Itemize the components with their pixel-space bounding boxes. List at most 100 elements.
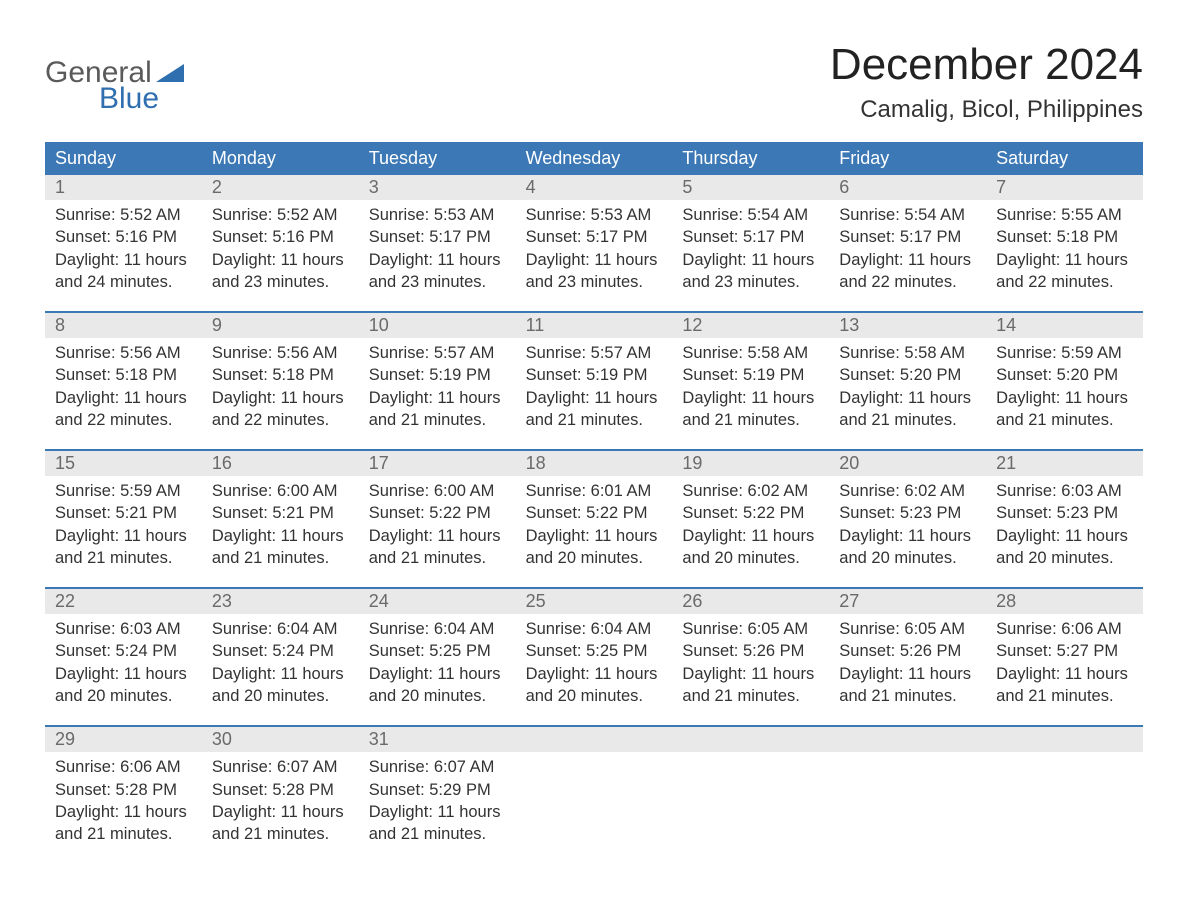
day-number: 19 [672, 451, 829, 476]
sunset-line: Sunset: 5:18 PM [212, 364, 349, 386]
daynum-band: 891011121314 [45, 313, 1143, 338]
day-cell: Sunrise: 5:56 AMSunset: 5:18 PMDaylight:… [202, 338, 359, 435]
sunset-line: Sunset: 5:21 PM [55, 502, 192, 524]
daylight-line: Daylight: 11 hours and 21 minutes. [55, 525, 192, 570]
day-cell: Sunrise: 5:58 AMSunset: 5:19 PMDaylight:… [672, 338, 829, 435]
day-cell: Sunrise: 6:01 AMSunset: 5:22 PMDaylight:… [516, 476, 673, 573]
sunset-line: Sunset: 5:24 PM [212, 640, 349, 662]
day-cell: Sunrise: 5:54 AMSunset: 5:17 PMDaylight:… [829, 200, 986, 297]
sunrise-line: Sunrise: 6:01 AM [526, 480, 663, 502]
sunrise-line: Sunrise: 6:07 AM [369, 756, 506, 778]
sunset-line: Sunset: 5:25 PM [526, 640, 663, 662]
sunset-line: Sunset: 5:17 PM [526, 226, 663, 248]
sunset-line: Sunset: 5:17 PM [839, 226, 976, 248]
daylight-line: Daylight: 11 hours and 21 minutes. [369, 387, 506, 432]
day-number: 1 [45, 175, 202, 200]
sunrise-line: Sunrise: 6:05 AM [682, 618, 819, 640]
day-number: 31 [359, 727, 516, 752]
weekday-cell: Wednesday [516, 142, 673, 175]
sunrise-line: Sunrise: 6:03 AM [996, 480, 1133, 502]
day-number: 21 [986, 451, 1143, 476]
week-row: 891011121314Sunrise: 5:56 AMSunset: 5:18… [45, 311, 1143, 435]
sunrise-line: Sunrise: 5:59 AM [55, 480, 192, 502]
day-number: 30 [202, 727, 359, 752]
day-cell [829, 752, 986, 849]
day-cell: Sunrise: 5:58 AMSunset: 5:20 PMDaylight:… [829, 338, 986, 435]
day-number: 6 [829, 175, 986, 200]
daylight-line: Daylight: 11 hours and 21 minutes. [839, 387, 976, 432]
sunset-line: Sunset: 5:16 PM [55, 226, 192, 248]
daylight-line: Daylight: 11 hours and 20 minutes. [369, 663, 506, 708]
weekday-cell: Saturday [986, 142, 1143, 175]
sunset-line: Sunset: 5:19 PM [526, 364, 663, 386]
day-cell: Sunrise: 6:02 AMSunset: 5:22 PMDaylight:… [672, 476, 829, 573]
weekday-cell: Friday [829, 142, 986, 175]
sunrise-line: Sunrise: 6:06 AM [996, 618, 1133, 640]
calendar: SundayMondayTuesdayWednesdayThursdayFrid… [45, 142, 1143, 849]
daylight-line: Daylight: 11 hours and 20 minutes. [212, 663, 349, 708]
day-cell: Sunrise: 5:55 AMSunset: 5:18 PMDaylight:… [986, 200, 1143, 297]
day-cell: Sunrise: 6:04 AMSunset: 5:24 PMDaylight:… [202, 614, 359, 711]
sunrise-line: Sunrise: 5:56 AM [55, 342, 192, 364]
day-number: 9 [202, 313, 359, 338]
sunset-line: Sunset: 5:28 PM [212, 779, 349, 801]
sunrise-line: Sunrise: 5:53 AM [369, 204, 506, 226]
sunrise-line: Sunrise: 6:04 AM [526, 618, 663, 640]
daylight-line: Daylight: 11 hours and 20 minutes. [682, 525, 819, 570]
day-number: 15 [45, 451, 202, 476]
day-number: 7 [986, 175, 1143, 200]
daylight-line: Daylight: 11 hours and 22 minutes. [55, 387, 192, 432]
header: General Blue December 2024 Camalig, Bico… [45, 40, 1143, 124]
weeks: 1234567Sunrise: 5:52 AMSunset: 5:16 PMDa… [45, 175, 1143, 849]
daylight-line: Daylight: 11 hours and 23 minutes. [369, 249, 506, 294]
sunrise-line: Sunrise: 6:02 AM [839, 480, 976, 502]
sunset-line: Sunset: 5:19 PM [682, 364, 819, 386]
sunrise-line: Sunrise: 5:57 AM [526, 342, 663, 364]
sunrise-line: Sunrise: 5:52 AM [55, 204, 192, 226]
day-number: 26 [672, 589, 829, 614]
daynum-band: 293031 [45, 727, 1143, 752]
sunrise-line: Sunrise: 5:54 AM [839, 204, 976, 226]
title-block: December 2024 Camalig, Bicol, Philippine… [830, 40, 1143, 124]
day-number [986, 727, 1143, 752]
sunset-line: Sunset: 5:17 PM [682, 226, 819, 248]
day-cell: Sunrise: 6:00 AMSunset: 5:22 PMDaylight:… [359, 476, 516, 573]
weekday-header: SundayMondayTuesdayWednesdayThursdayFrid… [45, 142, 1143, 175]
sunrise-line: Sunrise: 5:52 AM [212, 204, 349, 226]
sunrise-line: Sunrise: 6:04 AM [212, 618, 349, 640]
day-cell: Sunrise: 6:05 AMSunset: 5:26 PMDaylight:… [829, 614, 986, 711]
daylight-line: Daylight: 11 hours and 20 minutes. [996, 525, 1133, 570]
day-number: 20 [829, 451, 986, 476]
sunset-line: Sunset: 5:23 PM [839, 502, 976, 524]
weekday-cell: Sunday [45, 142, 202, 175]
sunset-line: Sunset: 5:16 PM [212, 226, 349, 248]
day-cell: Sunrise: 6:03 AMSunset: 5:24 PMDaylight:… [45, 614, 202, 711]
day-cell: Sunrise: 5:56 AMSunset: 5:18 PMDaylight:… [45, 338, 202, 435]
week-row: 15161718192021Sunrise: 5:59 AMSunset: 5:… [45, 449, 1143, 573]
day-number: 11 [516, 313, 673, 338]
sunset-line: Sunset: 5:20 PM [996, 364, 1133, 386]
sunset-line: Sunset: 5:22 PM [682, 502, 819, 524]
sunrise-line: Sunrise: 6:06 AM [55, 756, 192, 778]
daylight-line: Daylight: 11 hours and 21 minutes. [369, 525, 506, 570]
day-number: 28 [986, 589, 1143, 614]
logo-flag-icon [156, 64, 184, 82]
day-number: 23 [202, 589, 359, 614]
sunset-line: Sunset: 5:25 PM [369, 640, 506, 662]
daylight-line: Daylight: 11 hours and 22 minutes. [212, 387, 349, 432]
day-number: 10 [359, 313, 516, 338]
day-number: 13 [829, 313, 986, 338]
daylight-line: Daylight: 11 hours and 20 minutes. [526, 663, 663, 708]
sunset-line: Sunset: 5:17 PM [369, 226, 506, 248]
sunset-line: Sunset: 5:27 PM [996, 640, 1133, 662]
day-cell [672, 752, 829, 849]
day-number: 16 [202, 451, 359, 476]
sunrise-line: Sunrise: 6:03 AM [55, 618, 192, 640]
sunset-line: Sunset: 5:23 PM [996, 502, 1133, 524]
day-number: 4 [516, 175, 673, 200]
day-number [672, 727, 829, 752]
daylight-line: Daylight: 11 hours and 23 minutes. [682, 249, 819, 294]
day-cell: Sunrise: 5:59 AMSunset: 5:21 PMDaylight:… [45, 476, 202, 573]
day-cell: Sunrise: 5:59 AMSunset: 5:20 PMDaylight:… [986, 338, 1143, 435]
day-cell: Sunrise: 6:06 AMSunset: 5:28 PMDaylight:… [45, 752, 202, 849]
